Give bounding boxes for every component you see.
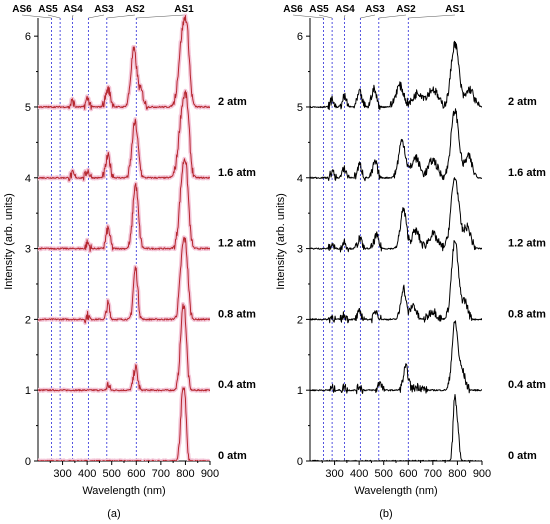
- y-tick-label: 0: [25, 456, 31, 468]
- series-line-0_4-atm: [310, 320, 482, 395]
- series-label: 1.6 atm: [508, 167, 546, 179]
- reference-leader: [344, 14, 346, 19]
- x-tick-label: 800: [448, 468, 466, 480]
- reference-label-as4: AS4: [63, 4, 83, 15]
- series-halo: [38, 385, 210, 461]
- series-line-2-atm: [38, 15, 210, 110]
- reference-leader: [88, 14, 105, 19]
- series-label: 0.8 atm: [508, 308, 546, 320]
- series-line-1_6-atm: [310, 108, 482, 182]
- series-label: 1.2 atm: [218, 238, 256, 250]
- series-line-0-atm: [310, 394, 482, 461]
- series-label: 2 atm: [508, 96, 537, 108]
- series-line-1_2-atm: [310, 177, 482, 253]
- x-tick-label: 700: [152, 468, 170, 480]
- series-label: 0 atm: [218, 450, 247, 462]
- x-tick-label: 700: [424, 468, 442, 480]
- y-axis-title: Intensity (arb. units): [275, 193, 287, 290]
- series-line-0_4-atm: [38, 303, 210, 392]
- y-axis-title: Intensity (arb. units): [3, 193, 15, 290]
- y-tick-label: 6: [297, 31, 303, 43]
- reference-label-as5: AS5: [38, 4, 58, 15]
- reference-leader: [292, 14, 324, 19]
- reference-label-as1: AS1: [445, 4, 465, 15]
- panel-label: (a): [107, 508, 120, 520]
- x-tick-label: 300: [325, 468, 343, 480]
- series-label: 0.4 atm: [218, 379, 256, 391]
- reference-leader: [106, 14, 136, 19]
- panel-b: 300 400 500 600 700 800 900 0 1 2 3 4 5 6 Wavelength (…: [275, 4, 546, 520]
- series-label: 2 atm: [218, 96, 247, 108]
- x-tick-label: 600: [399, 468, 417, 480]
- series-line-1_6-atm: [38, 90, 210, 182]
- reference-label-as3: AS3: [365, 4, 385, 15]
- x-tick-label: 800: [176, 468, 194, 480]
- reference-label-as6: AS6: [12, 4, 32, 15]
- reference-label-as6: AS6: [283, 4, 303, 15]
- reference-label-as3: AS3: [94, 4, 114, 15]
- x-tick-label: 900: [473, 468, 491, 480]
- x-tick-label: 400: [78, 468, 96, 480]
- series-label: 0.4 atm: [508, 379, 546, 391]
- reference-leader: [378, 14, 407, 19]
- series-label: 1.6 atm: [218, 167, 256, 179]
- reference-label-as2: AS2: [396, 4, 416, 15]
- y-tick-label: 5: [297, 102, 303, 114]
- reference-leader: [360, 14, 376, 19]
- series-label: 0 atm: [508, 450, 537, 462]
- reference-leader: [136, 14, 185, 19]
- reference-leader: [21, 14, 52, 19]
- y-tick-label: 3: [25, 244, 31, 256]
- x-tick-label: 900: [201, 468, 219, 480]
- series-line-1_2-atm: [38, 158, 210, 252]
- y-tick-label: 1: [297, 385, 303, 397]
- y-tick-label: 5: [25, 102, 31, 114]
- x-tick-label: 400: [350, 468, 368, 480]
- reference-label-as5: AS5: [309, 4, 329, 15]
- y-tick-label: 3: [297, 244, 303, 256]
- series-line-0_8-atm: [310, 240, 482, 324]
- reference-label-as1: AS1: [174, 4, 194, 15]
- x-axis-title: Wavelength (nm): [354, 485, 437, 497]
- y-tick-label: 6: [25, 31, 31, 43]
- panel-a: 300 400 500 600 700 800 900 0 1 2 3 4 5 6 Wavelength (…: [3, 4, 256, 520]
- series-label: 0.8 atm: [218, 308, 256, 320]
- reference-label-as2: AS2: [125, 4, 145, 15]
- x-axis-title: Wavelength (nm): [82, 485, 165, 497]
- series-line-2-atm: [310, 40, 482, 111]
- x-tick-label: 500: [103, 468, 121, 480]
- reference-label-as4: AS4: [335, 4, 355, 15]
- y-tick-label: 4: [25, 173, 31, 185]
- x-tick-label: 300: [53, 468, 71, 480]
- reference-leader: [318, 14, 333, 19]
- y-tick-label: 1: [25, 385, 31, 397]
- x-tick-label: 500: [375, 468, 393, 480]
- series-line-0_8-atm: [38, 236, 210, 324]
- x-tick-label: 600: [127, 468, 145, 480]
- y-tick-label: 4: [297, 173, 303, 185]
- y-tick-label: 2: [297, 314, 303, 326]
- reference-leader: [72, 14, 74, 19]
- series-label: 1.2 atm: [508, 238, 546, 250]
- reference-leader: [408, 14, 456, 19]
- series-line-0-atm: [38, 387, 210, 461]
- reference-leader: [47, 14, 61, 19]
- y-tick-label: 2: [25, 314, 31, 326]
- y-tick-label: 0: [297, 456, 303, 468]
- panel-label: (b): [379, 508, 392, 520]
